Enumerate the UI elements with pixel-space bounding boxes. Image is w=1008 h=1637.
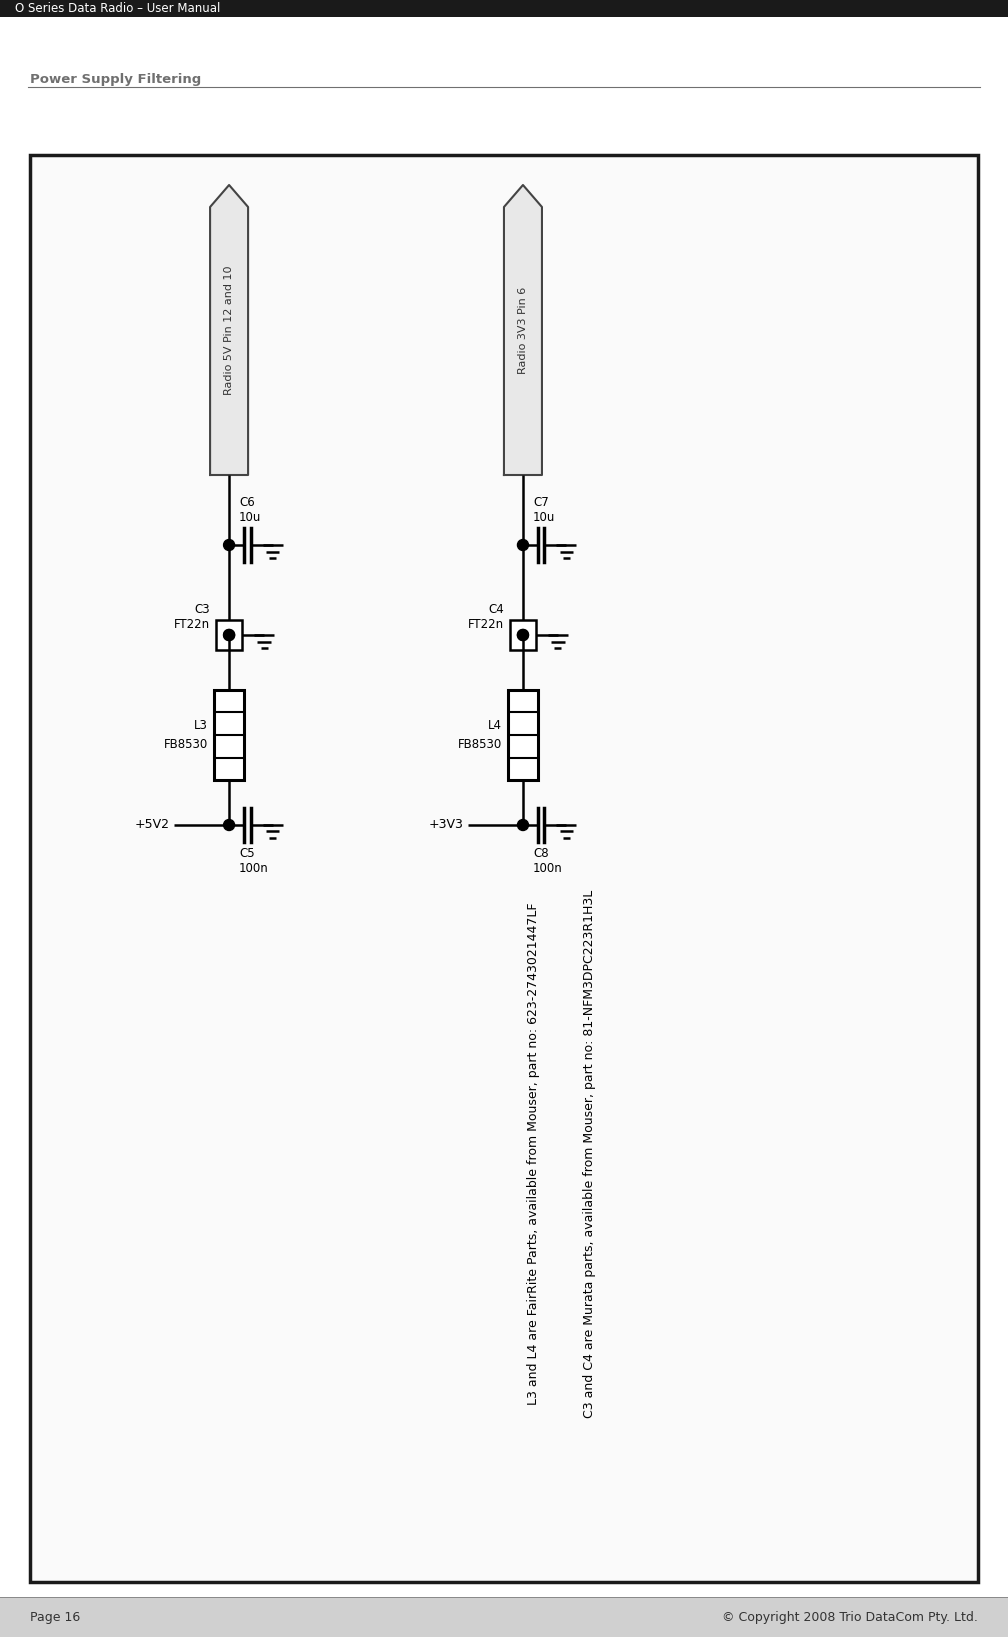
Text: +5V2: +5V2	[135, 818, 170, 832]
Text: Radio 5V Pin 12 and 10: Radio 5V Pin 12 and 10	[224, 265, 234, 395]
Circle shape	[224, 540, 235, 550]
Text: Radio 3V3 Pin 6: Radio 3V3 Pin 6	[518, 286, 528, 373]
Text: L3 and L4 are FairRite Parts, available from Mouser, part no: 623-2743021447LF: L3 and L4 are FairRite Parts, available …	[527, 902, 540, 1405]
Text: C8
100n: C8 100n	[533, 846, 562, 876]
Text: Power Supply Filtering: Power Supply Filtering	[30, 74, 202, 87]
Polygon shape	[504, 185, 542, 475]
Text: C7
10u: C7 10u	[533, 496, 555, 524]
Bar	[30, 156, 978, 1581]
Polygon shape	[210, 185, 248, 475]
Circle shape	[517, 630, 528, 640]
Bar	[216, 620, 242, 650]
Bar	[214, 691, 244, 779]
Text: L3: L3	[195, 719, 208, 732]
Text: C3
FT22n: C3 FT22n	[174, 602, 210, 630]
Text: C4
FT22n: C4 FT22n	[468, 602, 504, 630]
Bar	[0, 1598, 1008, 1637]
Bar	[508, 691, 538, 779]
Text: C3 and C4 are Murata parts, available from Mouser, part no: 81-NFM3DPC223R1H3L: C3 and C4 are Murata parts, available fr…	[583, 891, 596, 1418]
Text: FB8530: FB8530	[164, 738, 208, 751]
Text: L4: L4	[488, 719, 502, 732]
Bar	[0, 0, 1008, 16]
Text: C5
100n: C5 100n	[239, 846, 269, 876]
Circle shape	[517, 540, 528, 550]
Text: Page 16: Page 16	[30, 1611, 81, 1624]
Text: +3V3: +3V3	[429, 818, 464, 832]
Circle shape	[224, 820, 235, 830]
Text: C6
10u: C6 10u	[239, 496, 261, 524]
Circle shape	[224, 630, 235, 640]
Circle shape	[517, 630, 528, 640]
Bar	[510, 620, 536, 650]
Circle shape	[517, 820, 528, 830]
Text: O Series Data Radio – User Manual: O Series Data Radio – User Manual	[15, 2, 221, 15]
Text: © Copyright 2008 Trio DataCom Pty. Ltd.: © Copyright 2008 Trio DataCom Pty. Ltd.	[722, 1611, 978, 1624]
Circle shape	[224, 630, 235, 640]
Text: FB8530: FB8530	[458, 738, 502, 751]
